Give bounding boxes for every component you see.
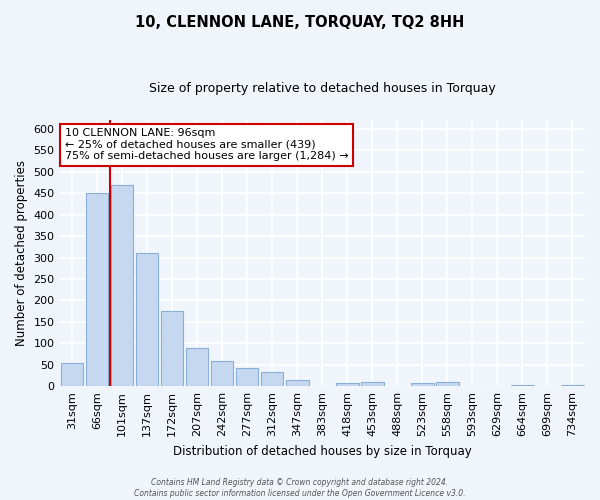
Y-axis label: Number of detached properties: Number of detached properties: [15, 160, 28, 346]
Bar: [161, 311, 184, 386]
Title: Size of property relative to detached houses in Torquay: Size of property relative to detached ho…: [149, 82, 496, 96]
Bar: [286, 380, 308, 386]
Bar: [61, 362, 83, 386]
X-axis label: Distribution of detached houses by size in Torquay: Distribution of detached houses by size …: [173, 444, 472, 458]
Bar: [111, 184, 133, 386]
Bar: [236, 368, 259, 386]
Bar: [436, 382, 458, 386]
Bar: [211, 362, 233, 386]
Text: 10 CLENNON LANE: 96sqm
← 25% of detached houses are smaller (439)
75% of semi-de: 10 CLENNON LANE: 96sqm ← 25% of detached…: [65, 128, 349, 162]
Text: 10, CLENNON LANE, TORQUAY, TQ2 8HH: 10, CLENNON LANE, TORQUAY, TQ2 8HH: [136, 15, 464, 30]
Bar: [186, 348, 208, 386]
Bar: [336, 383, 359, 386]
Bar: [511, 385, 534, 386]
Bar: [411, 382, 434, 386]
Bar: [361, 382, 383, 386]
Bar: [136, 253, 158, 386]
Text: Contains HM Land Registry data © Crown copyright and database right 2024.
Contai: Contains HM Land Registry data © Crown c…: [134, 478, 466, 498]
Bar: [86, 193, 109, 386]
Bar: [261, 372, 283, 386]
